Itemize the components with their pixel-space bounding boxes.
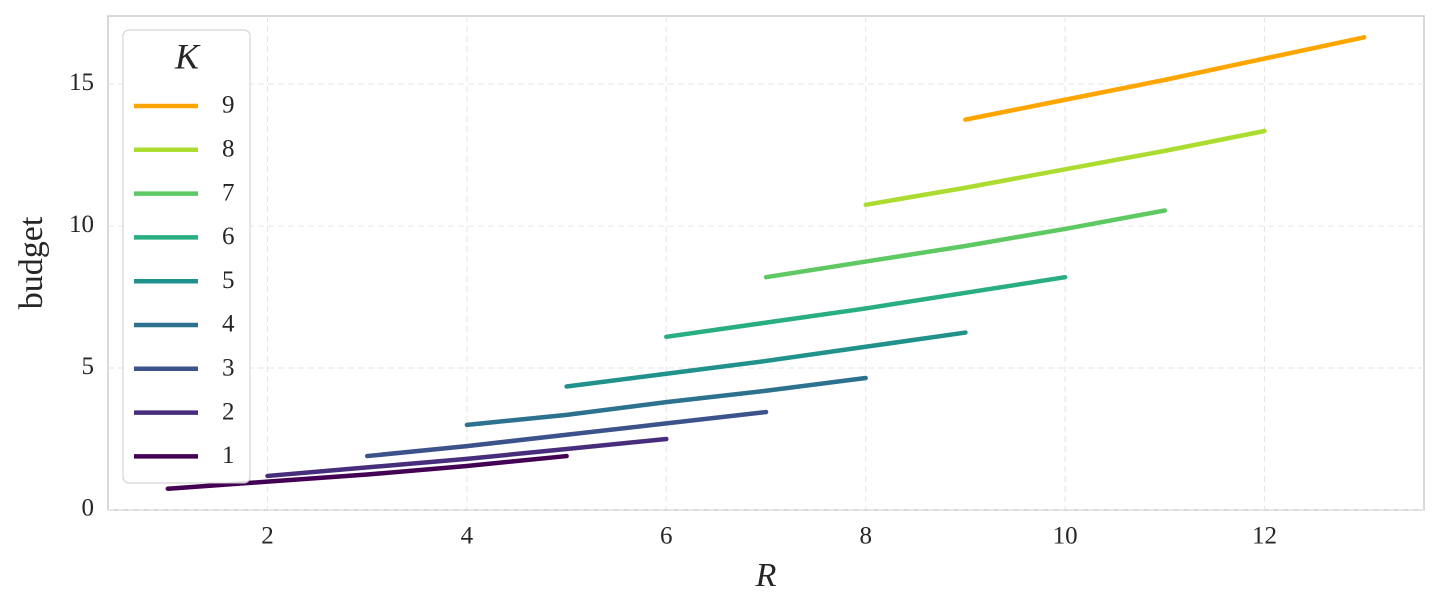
x-tick-label: 6 <box>660 523 673 550</box>
series-line <box>863 128 1267 208</box>
legend-label: 8 <box>222 136 235 163</box>
series-line <box>464 375 868 428</box>
y-tick-label: 15 <box>69 69 94 96</box>
legend-label: 1 <box>222 442 235 469</box>
y-axis-label: budget <box>13 216 50 309</box>
legend-label: 5 <box>222 267 235 294</box>
legend: K 9 8 7 6 5 4 3 2 1 <box>122 29 251 484</box>
series-line <box>265 436 669 479</box>
legend-label: 9 <box>222 92 235 119</box>
y-tick-label: 5 <box>82 353 95 380</box>
legend-label: 7 <box>222 179 235 206</box>
legend-label: 2 <box>222 398 235 425</box>
plot-frame <box>107 15 1425 511</box>
legend-label: 3 <box>222 355 235 382</box>
series-line <box>664 274 1068 340</box>
x-axis-label: R <box>755 557 777 594</box>
series-line <box>364 409 769 459</box>
series-line <box>963 35 1367 122</box>
lines <box>165 35 1367 491</box>
x-tick-label: 12 <box>1252 523 1277 550</box>
grid <box>108 16 1424 511</box>
series-line <box>564 330 968 389</box>
y-tick-label: 0 <box>82 495 95 522</box>
x-tick-label: 4 <box>461 523 474 550</box>
legend-title: K <box>174 36 201 76</box>
legend-label: 6 <box>222 223 235 250</box>
series-line <box>165 453 569 491</box>
x-tick-label: 8 <box>859 523 872 550</box>
legend-label: 4 <box>222 311 235 338</box>
series-line <box>763 208 1168 280</box>
x-tick-label: 2 <box>261 523 274 550</box>
y-tick-label: 10 <box>69 211 94 238</box>
x-tick-label: 10 <box>1053 523 1078 550</box>
